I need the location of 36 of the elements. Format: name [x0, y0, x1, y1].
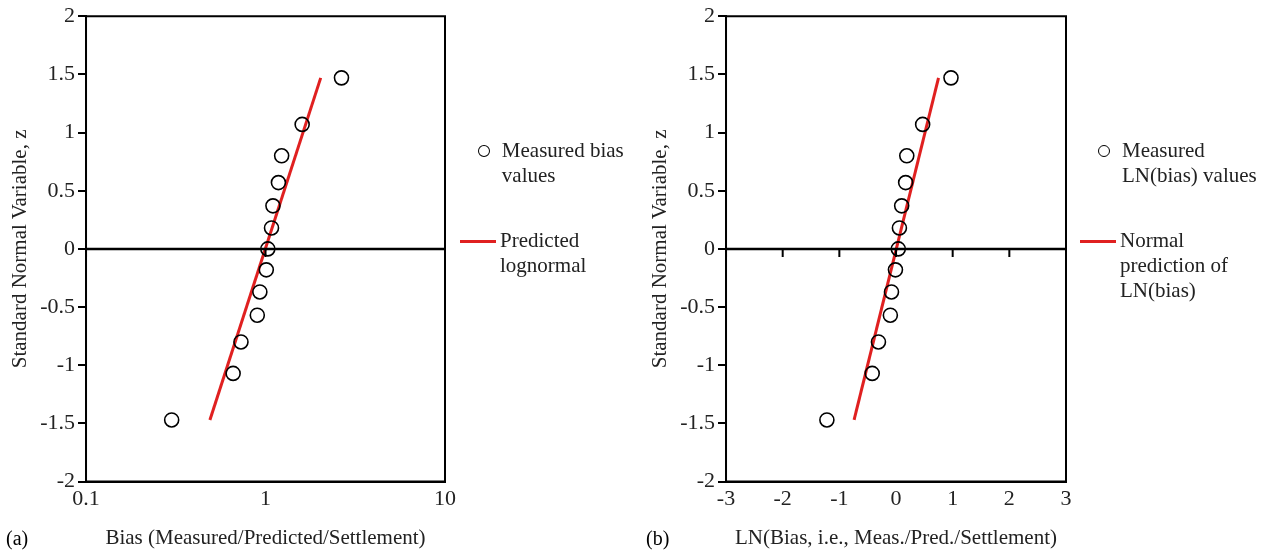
x-tick-label: -1 — [830, 484, 849, 510]
y-tick-label: 1.5 — [687, 60, 716, 86]
x-tick-label: 3 — [1060, 484, 1072, 510]
y-tick-label: 0.5 — [47, 176, 76, 202]
x-tick-label: -3 — [716, 484, 736, 510]
legend-label: Predicted lognormal — [500, 228, 588, 278]
x-tick-label: -2 — [773, 484, 792, 510]
y-axis-title: Standard Normal Variable, z — [647, 129, 672, 369]
y-tick-label: -1.5 — [680, 409, 716, 435]
y-tick-label: -1 — [56, 351, 76, 377]
y-tick-label: -0.5 — [680, 292, 716, 318]
x-tick-label: 0 — [890, 484, 902, 510]
x-axis-title: LN(Bias, i.e., Meas./Pred./Settlement) — [735, 524, 1057, 549]
y-tick-label: 2 — [64, 1, 76, 27]
text: (a) — [6, 527, 29, 550]
x-tick-label: 2 — [1003, 484, 1015, 510]
text: (b) — [646, 527, 670, 550]
x-axis-title: Bias (Measured/Predicted/Settlement) — [105, 524, 426, 549]
legend-label: Normal prediction of LN(bias) — [1120, 228, 1229, 303]
y-tick-label: 1 — [704, 118, 716, 144]
y-tick-label: 0 — [704, 234, 716, 260]
y-axis-title: Standard Normal Variable, z — [7, 129, 32, 369]
x-tick-label: 10 — [434, 484, 456, 510]
y-tick-label: -1 — [696, 351, 716, 377]
y-tick-label: 0 — [64, 234, 76, 260]
y-tick-label: 1.5 — [47, 60, 76, 86]
x-tick-label: 1 — [260, 484, 272, 510]
y-tick-label: 1 — [64, 118, 76, 144]
y-tick-label: -0.5 — [40, 292, 76, 318]
y-tick-label: -1.5 — [40, 409, 76, 435]
legend-label: Measured bias values — [501, 138, 625, 188]
legend-label: Measured LN(bias) values — [1122, 138, 1258, 188]
y-tick-label: 2 — [704, 1, 716, 27]
y-tick-label: -2 — [696, 467, 716, 493]
x-tick-label: 1 — [947, 484, 959, 510]
y-tick-label: 0.5 — [687, 176, 716, 202]
